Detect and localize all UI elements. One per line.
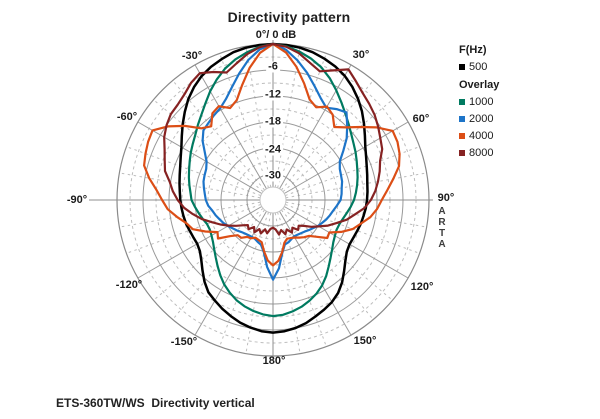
angle-label--60: -60° — [116, 111, 138, 123]
legend-item-2000: 2000 — [459, 113, 499, 125]
legend-overlay-header: Overlay — [459, 79, 500, 91]
legend-swatch-4000 — [459, 133, 465, 139]
db-tick-label--24: -24 — [263, 143, 283, 156]
angle-label--90: -90° — [66, 194, 88, 206]
legend-label-8000: 8000 — [469, 147, 494, 159]
arta-letter-r: R — [438, 217, 446, 228]
arta-letter-a2: A — [438, 239, 446, 250]
arta-letter-a1: A — [438, 206, 446, 217]
arta-letter-t: T — [438, 228, 446, 239]
legend-label-500: 500 — [469, 61, 488, 73]
angle-label-150: 150° — [353, 335, 377, 347]
footer-caption: ETS-360TW/WS Directivity vertical — [56, 396, 255, 410]
angle-label--150: -150° — [170, 336, 198, 348]
db-tick-label--30: -30 — [263, 169, 283, 182]
zero-degree-zero-db-label: 0°/ 0 dB — [255, 29, 297, 41]
legend-item-500: 500 — [459, 61, 499, 73]
db-tick-label--18: -18 — [263, 115, 283, 128]
angle-label-90: 90° — [437, 192, 455, 204]
arta-watermark: A R T A — [434, 206, 450, 250]
legend-item-8000: 8000 — [459, 147, 499, 159]
legend: F(Hz) 500 Overlay 1000 2000 4000 8000 — [459, 44, 499, 159]
legend-label-4000: 4000 — [469, 130, 494, 142]
legend-swatch-8000 — [459, 150, 465, 156]
legend-item-1000: 1000 — [459, 96, 499, 108]
angle-label-180: 180° — [262, 355, 286, 367]
legend-label-2000: 2000 — [469, 113, 494, 125]
angle-label-60: 60° — [412, 113, 430, 125]
legend-swatch-2000 — [459, 116, 465, 122]
chart-title: Directivity pattern — [227, 9, 351, 25]
legend-swatch-500 — [459, 64, 465, 70]
angle-label-30: 30° — [352, 49, 370, 61]
angle-label-120: 120° — [410, 281, 434, 293]
legend-frequency-header: F(Hz) — [459, 44, 487, 56]
legend-label-1000: 1000 — [469, 96, 494, 108]
db-tick-label--6: -6 — [266, 60, 280, 73]
angle-label--120: -120° — [115, 279, 143, 291]
legend-swatch-1000 — [459, 99, 465, 105]
angle-label--30: -30° — [181, 50, 203, 62]
legend-item-4000: 4000 — [459, 130, 499, 142]
db-tick-label--12: -12 — [263, 88, 283, 101]
